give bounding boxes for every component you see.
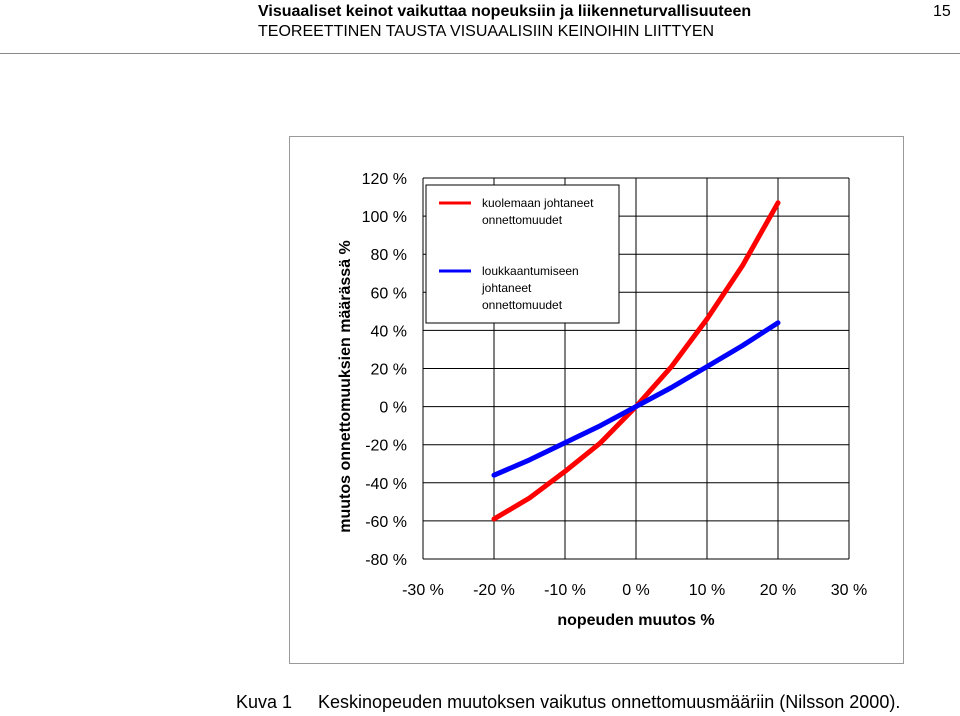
series-1-point bbox=[491, 516, 497, 522]
x-tick-label: -20 % bbox=[473, 582, 515, 599]
y-tick-label: 120 % bbox=[362, 171, 407, 188]
y-tick-label: -60 % bbox=[365, 514, 407, 531]
series-2-point bbox=[527, 457, 532, 463]
series-2-point bbox=[491, 472, 497, 478]
series-1-point bbox=[527, 495, 532, 501]
series-2-point bbox=[562, 440, 568, 445]
x-tick-label: 20 % bbox=[760, 582, 796, 599]
series-1-point bbox=[740, 263, 745, 268]
y-tick-label: 80 % bbox=[371, 247, 407, 264]
series-1-point bbox=[669, 364, 674, 369]
figure-caption-label: Kuva 1 bbox=[236, 692, 293, 712]
x-axis-label: nopeuden muutos % bbox=[557, 612, 714, 629]
y-tick-label: 60 % bbox=[371, 285, 407, 302]
legend-label-1: kuolemaan johtaneet bbox=[482, 196, 594, 210]
legend-label-1: onnettomuudet bbox=[482, 213, 563, 227]
figure-frame: -80 % -60 % -40 % -20 % 0 % 20 % 40 % 60 % 80 % 1… bbox=[289, 136, 904, 664]
x-tick-label: 10 % bbox=[689, 582, 725, 599]
document-header-title: Visuaaliset keinot vaikuttaa nopeuksiin … bbox=[258, 3, 752, 20]
series-1-point bbox=[775, 200, 781, 205]
x-tick-label: 30 % bbox=[831, 582, 867, 599]
x-tick-label: -30 % bbox=[402, 582, 444, 599]
y-tick-label: 20 % bbox=[371, 362, 407, 379]
legend-label-2: onnettomuudet bbox=[482, 298, 563, 312]
series-2-point bbox=[598, 423, 603, 428]
y-tick-label: -20 % bbox=[365, 438, 407, 455]
y-tick-label: 100 % bbox=[362, 209, 407, 226]
line-chart: -80 % -60 % -40 % -20 % 0 % 20 % 40 % 60 % 80 % 1… bbox=[337, 171, 867, 629]
x-tick-label: -10 % bbox=[544, 582, 586, 599]
figure-caption-text: Keskinopeuden muutoksen vaikutus onnetto… bbox=[318, 692, 901, 712]
series-2-point bbox=[633, 404, 639, 409]
series-2-point bbox=[669, 385, 674, 390]
series-2-point bbox=[775, 320, 781, 325]
legend-label-2: johtaneet bbox=[481, 281, 532, 295]
y-tick-label: -40 % bbox=[365, 476, 407, 493]
y-axis-label: muutos onnettomuuksien määrässä % bbox=[337, 240, 354, 533]
x-tick-label: 0 % bbox=[622, 582, 650, 599]
legend-label-2: loukkaantumiseen bbox=[482, 264, 579, 278]
series-1-point bbox=[598, 440, 603, 445]
series-2-point bbox=[704, 364, 710, 369]
series-1-point bbox=[562, 469, 568, 474]
series-2-point bbox=[740, 343, 745, 348]
y-tick-label: 0 % bbox=[379, 400, 407, 417]
series-1-point bbox=[704, 316, 710, 322]
y-tick-label: -80 % bbox=[365, 552, 407, 569]
y-tick-label: 40 % bbox=[371, 323, 407, 340]
legend-box bbox=[425, 184, 620, 324]
page-number: 15 bbox=[933, 3, 951, 20]
header-divider bbox=[0, 53, 960, 54]
document-header-subtitle: TEOREETTINEN TAUSTA VISUAALISIIN KEINOIH… bbox=[258, 23, 715, 40]
